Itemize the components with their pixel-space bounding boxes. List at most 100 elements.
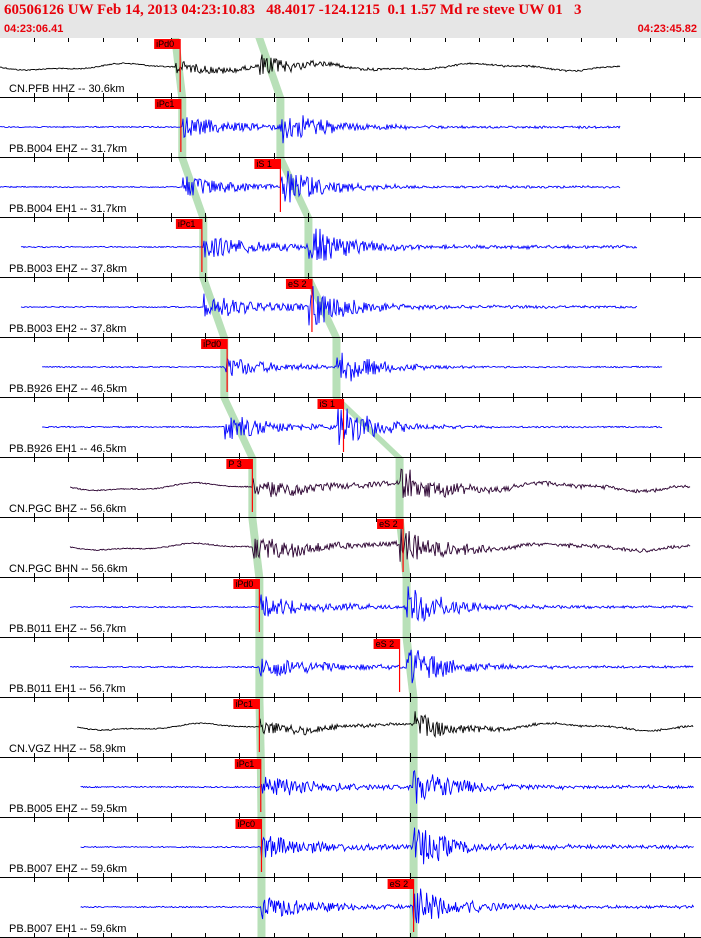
channel-row: iPc1 PB.B005 EHZ -- 59.5km (0, 758, 701, 818)
channel-row: iPc1 PB.B004 EHZ -- 31.7km (0, 98, 701, 158)
channel-row: eS 2 PB.B007 EH1 -- 59.6km (0, 878, 701, 938)
phase-pick[interactable]: iPc1 (154, 99, 182, 152)
pick-label-box (387, 879, 414, 889)
channel-row: iPc1 CN.VGZ HHZ -- 58.9km (0, 698, 701, 758)
waveform-trace (80, 770, 694, 804)
time-ticks (34, 758, 685, 818)
phase-pick[interactable]: iPc0 (235, 819, 263, 872)
phase-pick[interactable]: eS 2 (387, 879, 415, 932)
station-label: PB.B007 EH1 -- 59.6km (9, 923, 126, 935)
station-label: CN.VGZ HHZ -- 58.9km (9, 743, 126, 755)
start-time: 04:23:06.41 (4, 23, 64, 35)
station-label: PB.B926 EHZ -- 46.5km (9, 383, 127, 395)
s-theoretical-band (409, 818, 418, 878)
time-ticks (34, 518, 685, 578)
pick-label: iPc0 (237, 819, 255, 829)
time-ticks (34, 338, 685, 398)
time-ticks (34, 878, 685, 938)
s-theoretical-band (409, 698, 418, 758)
pick-label: iPc1 (178, 219, 196, 229)
pick-label-box (233, 699, 260, 709)
p-theoretical-band (199, 278, 229, 338)
waveform-trace (69, 586, 694, 623)
pick-label-box (373, 639, 400, 649)
waveform-trace (69, 649, 694, 684)
waveform-trace (77, 711, 694, 738)
pick-label: iPd0 (156, 39, 174, 49)
waveform-trace (42, 406, 663, 446)
pick-label-box (154, 99, 181, 109)
waveform-trace (80, 827, 694, 865)
phase-pick[interactable]: iPd0 (201, 339, 228, 392)
pick-label: iPc1 (157, 99, 175, 109)
pick-label: iPd0 (203, 339, 221, 349)
channel-row: iPc1 PB.B003 EHZ -- 37.8km (0, 218, 701, 278)
phase-pick[interactable]: iPd0 (233, 579, 260, 632)
station-label: PB.B926 EH1 -- 46.5km (9, 443, 126, 455)
pick-label: iPc1 (237, 759, 255, 769)
station-label: PB.B007 EHZ -- 59.6km (9, 863, 127, 875)
waveform-trace (80, 888, 694, 924)
pick-label-box (226, 459, 253, 469)
p-theoretical-band (255, 698, 265, 758)
pick-label-box (154, 39, 181, 49)
phase-pick[interactable]: eS 2 (373, 639, 401, 692)
phase-pick[interactable]: iS 1 (317, 399, 345, 452)
station-label: PB.B004 EHZ -- 31.7km (9, 143, 127, 155)
station-label: PB.B011 EHZ -- 56.7km (9, 623, 126, 635)
pick-label-box (175, 219, 202, 229)
time-ticks (34, 398, 685, 458)
pick-label-box (234, 759, 261, 769)
phase-pick[interactable]: iS 1 (254, 159, 281, 212)
pick-label-box (317, 399, 344, 409)
header-bar: 60506126 UW Feb 14, 2013 04:23:10.83 48.… (0, 0, 701, 38)
phase-pick[interactable]: eS 2 (285, 279, 313, 332)
s-theoretical-band (332, 338, 341, 398)
seismogram-panel: iPd0 CN.PFB HHZ -- 30.6km iPc1 PB.B004 EHZ … (0, 38, 701, 938)
time-ticks (34, 638, 685, 698)
p-theoretical-band (257, 878, 266, 938)
time-ticks (34, 158, 685, 218)
channel-row: eS 2 PB.B011 EH1 -- 56.7km (0, 638, 701, 698)
pick-label-box (201, 339, 228, 349)
pick-label-box (377, 519, 404, 529)
pick-label: iS 1 (319, 399, 335, 409)
phase-pick[interactable]: eS 2 (377, 519, 404, 572)
station-label: PB.B011 EH1 -- 56.7km (9, 683, 126, 695)
phase-pick[interactable]: iPd0 (154, 39, 181, 92)
waveform-trace (42, 352, 663, 382)
station-label: PB.B004 EH1 -- 31.7km (9, 203, 126, 215)
waveform-trace (69, 527, 691, 562)
s-theoretical-band (276, 158, 313, 218)
channel-row: iPc0 PB.B007 EHZ -- 59.6km (0, 818, 701, 878)
pick-label-box (233, 579, 260, 589)
pick-label-box (235, 819, 262, 829)
theoretical-arrival-bands (171, 38, 418, 938)
end-time: 04:23:45.82 (637, 23, 697, 35)
pick-label: P 3 (228, 459, 241, 469)
pick-label: eS 2 (390, 879, 409, 889)
time-ticks (34, 38, 685, 98)
phase-pick[interactable]: iPc1 (233, 699, 260, 752)
station-label: CN.PGC BHN -- 56.6km (9, 563, 128, 575)
waveform-trace (20, 228, 638, 261)
pick-label: eS 2 (379, 519, 398, 529)
pick-label: iPd0 (235, 579, 253, 589)
waveform-trace (0, 54, 621, 75)
s-theoretical-band (395, 458, 404, 518)
waveform-trace (69, 468, 691, 499)
station-label: PB.B003 EHZ -- 37.8km (9, 263, 127, 275)
channel-row: P 3 CN.PGC BHZ -- 56.6km (0, 458, 701, 518)
channel-row: eS 2 PB.B003 EH2 -- 37.8km (0, 278, 701, 338)
time-ticks (34, 458, 685, 518)
pick-label: eS 2 (288, 279, 307, 289)
event-title: 60506126 UW Feb 14, 2013 04:23:10.83 48.… (4, 2, 582, 18)
phase-pick[interactable]: iPc1 (234, 759, 262, 812)
phase-pick[interactable]: iPc1 (175, 219, 203, 272)
phase-pick[interactable]: P 3 (226, 459, 253, 512)
waveform-trace (0, 115, 621, 144)
pick-label: iS 1 (256, 159, 272, 169)
p-theoretical-band (171, 38, 187, 98)
waveform-trace (20, 286, 638, 326)
station-label: PB.B003 EH2 -- 37.8km (9, 323, 126, 335)
